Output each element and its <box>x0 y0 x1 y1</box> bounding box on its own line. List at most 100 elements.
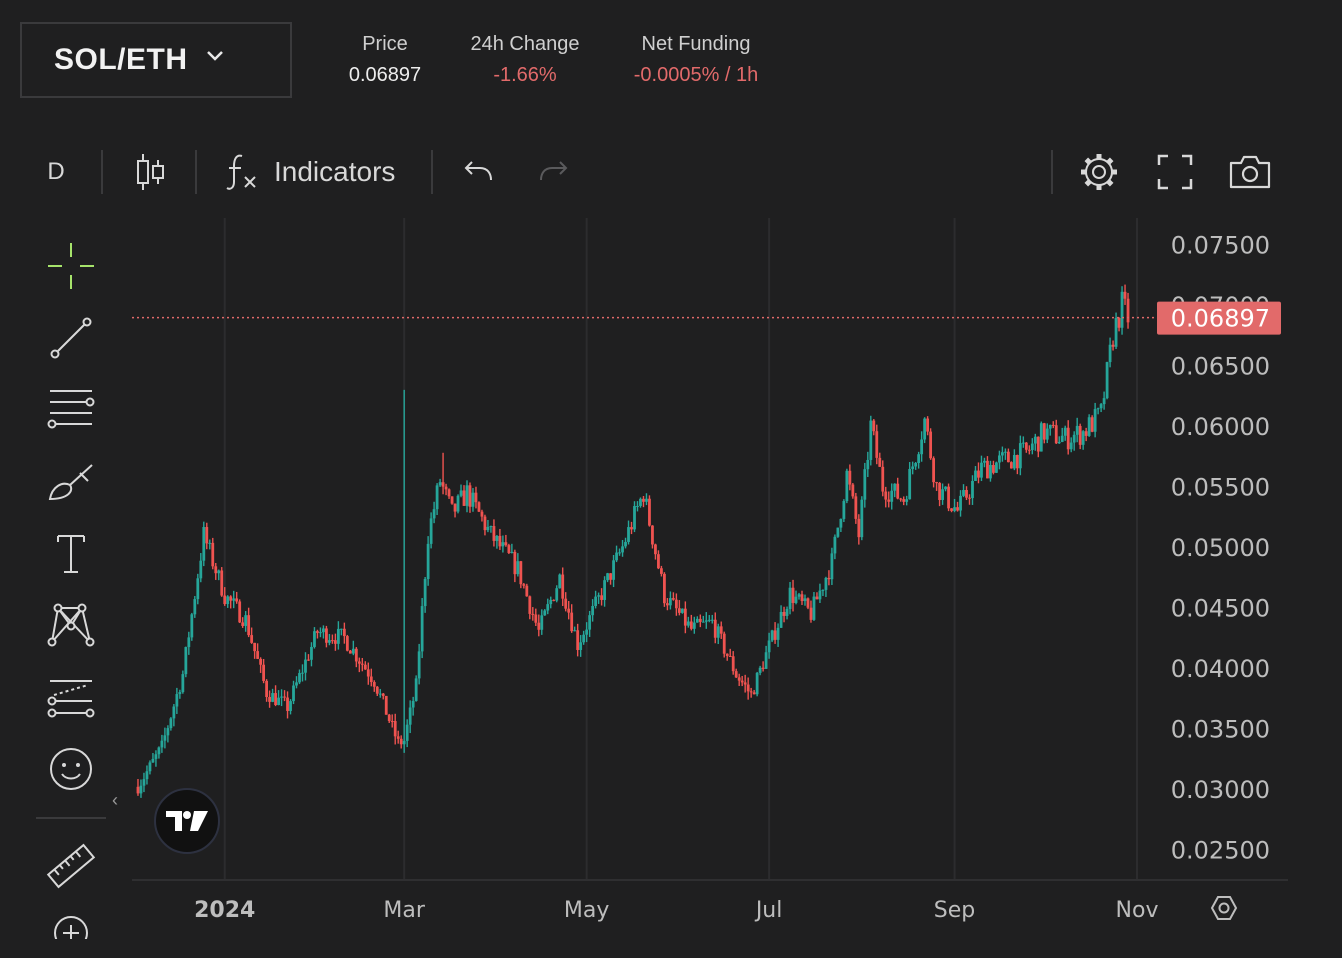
pair-name: SOL/ETH <box>54 43 188 76</box>
forecast-tool[interactable] <box>40 668 102 724</box>
candle-body <box>301 672 304 674</box>
candle <box>758 665 762 676</box>
candle-body <box>381 693 385 696</box>
candle-body <box>564 598 568 609</box>
y-tick-label: 0.05500 <box>1171 474 1270 502</box>
candle-body <box>755 672 759 695</box>
snapshot-button[interactable] <box>1227 140 1273 204</box>
candle <box>899 497 903 502</box>
candle-body <box>375 686 379 694</box>
candle-body <box>253 642 257 652</box>
candle-body <box>923 418 927 440</box>
candle <box>178 689 182 699</box>
candle-body <box>163 735 167 741</box>
candle-body <box>175 694 179 707</box>
candle-body <box>274 693 277 706</box>
candle <box>336 621 340 650</box>
candle-body <box>875 431 879 458</box>
candle <box>782 606 786 623</box>
text-tool[interactable] <box>40 525 102 581</box>
candle <box>1027 445 1031 455</box>
candle <box>271 688 274 703</box>
redo-button[interactable] <box>534 140 574 204</box>
candle-body <box>510 551 514 553</box>
candle-body <box>1012 454 1016 469</box>
trendline-tool[interactable] <box>40 310 102 366</box>
candle <box>259 657 263 673</box>
ruler-tool[interactable] <box>40 838 102 894</box>
candle <box>743 674 747 693</box>
candle-body <box>447 489 451 497</box>
candle <box>683 601 687 634</box>
candle <box>184 646 188 678</box>
candle <box>965 486 968 501</box>
candle <box>737 673 741 686</box>
crosshair-tool[interactable] <box>40 238 102 294</box>
chevron-left-icon[interactable]: ‹ <box>112 790 118 810</box>
candle-body <box>513 551 517 575</box>
candle <box>983 457 986 468</box>
candle <box>716 623 720 645</box>
candle-body <box>1087 417 1091 436</box>
candle <box>812 591 816 621</box>
y-tick-label: 0.04500 <box>1171 595 1270 623</box>
candle-body <box>905 499 909 502</box>
candle <box>378 688 382 698</box>
candle-body <box>881 466 885 492</box>
settings-button[interactable] <box>1077 140 1121 204</box>
candle-body <box>956 507 959 511</box>
candle-body <box>654 544 657 555</box>
candle-body <box>1003 451 1007 453</box>
candle <box>528 595 532 620</box>
candle <box>959 490 962 517</box>
candle <box>199 553 203 583</box>
fullscreen-button[interactable] <box>1155 140 1195 204</box>
candle <box>1105 361 1109 400</box>
candle <box>342 622 346 644</box>
emoji-tool[interactable] <box>40 741 102 797</box>
candle-body <box>145 771 149 780</box>
candle-body <box>190 614 194 638</box>
fullscreen-icon <box>1157 154 1193 190</box>
fib-tool[interactable] <box>40 380 102 436</box>
candle-body <box>1072 434 1076 443</box>
candle-body <box>851 484 855 497</box>
pair-selector[interactable]: SOL/ETH <box>20 22 292 98</box>
candle-body <box>938 482 941 500</box>
candle-body <box>896 483 900 499</box>
candle-body <box>534 614 538 623</box>
interval-button[interactable]: D <box>36 140 76 204</box>
candle <box>322 625 325 639</box>
tradingview-logo[interactable] <box>154 788 220 854</box>
candle <box>1003 448 1007 460</box>
candle-body <box>603 580 606 600</box>
candle <box>549 596 553 609</box>
candle-body <box>178 692 182 695</box>
candle <box>833 534 837 560</box>
candle-body <box>348 650 352 654</box>
candle-body <box>432 509 436 519</box>
chart-type-button[interactable] <box>128 140 172 204</box>
candle <box>450 496 454 505</box>
candle-body <box>226 596 230 605</box>
ruler-icon <box>46 843 96 889</box>
pattern-icon <box>47 603 95 647</box>
candle <box>1108 337 1112 368</box>
y-tick-label: 0.05000 <box>1171 534 1270 562</box>
candle-body <box>636 505 639 507</box>
candle-body <box>770 630 774 641</box>
pattern-tool[interactable] <box>40 597 102 653</box>
candle <box>1078 423 1082 450</box>
candle <box>612 555 615 588</box>
candle <box>926 416 930 436</box>
candle <box>316 629 319 639</box>
zoom-in-tool[interactable] <box>40 905 102 939</box>
candle <box>420 597 424 659</box>
brush-tool[interactable] <box>40 454 102 510</box>
candle-body <box>722 633 726 654</box>
undo-button[interactable] <box>458 140 498 204</box>
candle-body <box>528 596 532 614</box>
indicators-button[interactable]: Indicators <box>224 140 414 204</box>
candle-body <box>674 599 678 609</box>
